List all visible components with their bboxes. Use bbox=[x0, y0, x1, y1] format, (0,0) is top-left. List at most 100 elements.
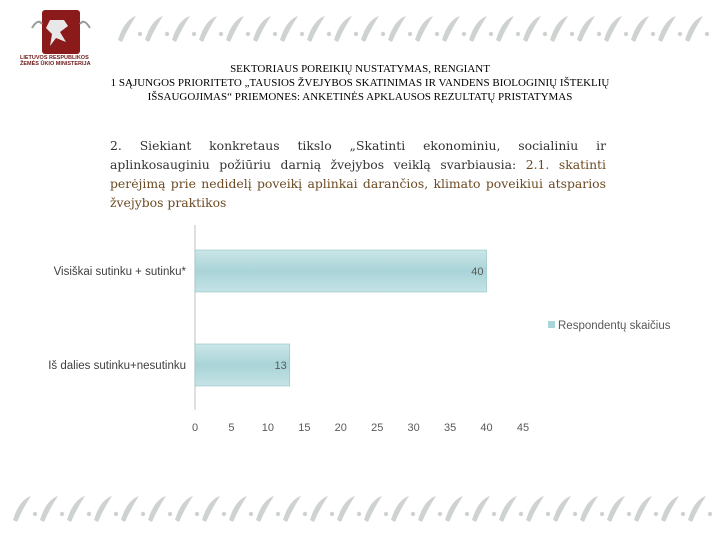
ornament-dot bbox=[704, 31, 710, 37]
ornament-leaf bbox=[661, 496, 679, 522]
ornament-leaf bbox=[523, 16, 541, 42]
ornament-leaf bbox=[40, 496, 58, 522]
ornament-dot bbox=[461, 31, 467, 37]
x-tick-label: 15 bbox=[298, 422, 310, 434]
category-label: Visiškai sutinku + sutinku* bbox=[54, 266, 187, 278]
ornament-dot bbox=[623, 31, 629, 37]
category-label: Iš dalies sutinku+nesutinku bbox=[48, 360, 186, 372]
data-label: 13 bbox=[275, 360, 287, 372]
ornament-leaf bbox=[226, 16, 244, 42]
ornament-dot bbox=[86, 511, 92, 517]
ornament-dot bbox=[599, 511, 605, 517]
ornament-leaf bbox=[631, 16, 649, 42]
ornament-dot bbox=[707, 511, 713, 517]
ornament-dot bbox=[572, 511, 578, 517]
ornament-leaf bbox=[280, 16, 298, 42]
ornament-leaf bbox=[13, 496, 31, 522]
ornament-dot bbox=[329, 511, 335, 517]
x-tick-label: 25 bbox=[371, 422, 383, 434]
ornament-leaf bbox=[553, 496, 571, 522]
header-line2: 1 SĄJUNGOS PRIORITETO „TAUSIOS ŽVEJYBOS … bbox=[110, 77, 610, 89]
logo-line2: ŽEMĖS ŪKIO MINISTERIJA bbox=[20, 61, 91, 67]
ornament-dot bbox=[299, 31, 305, 37]
legend-label: Respondentų skaičius bbox=[558, 320, 671, 332]
ornament-leaf bbox=[688, 496, 706, 522]
ornament-leaf bbox=[469, 16, 487, 42]
ornament-dot bbox=[326, 31, 332, 37]
ornament-leaf bbox=[145, 16, 163, 42]
ornament-dot bbox=[356, 511, 362, 517]
x-tick-label: 0 bbox=[192, 422, 198, 434]
ornament-leaf bbox=[334, 16, 352, 42]
ornament-dot bbox=[680, 511, 686, 517]
x-tick-label: 40 bbox=[480, 422, 492, 434]
ornament-leaf bbox=[445, 496, 463, 522]
ornament-leaf bbox=[526, 496, 544, 522]
ornament-dot bbox=[302, 511, 308, 517]
ornament-dot bbox=[245, 31, 251, 37]
ornament-dot bbox=[434, 31, 440, 37]
ornament-dot bbox=[218, 31, 224, 37]
ornament-dot bbox=[137, 31, 143, 37]
ornament-leaf bbox=[307, 16, 325, 42]
x-tick-label: 10 bbox=[262, 422, 274, 434]
x-tick-label: 20 bbox=[335, 422, 347, 434]
ornament-leaf bbox=[607, 496, 625, 522]
data-label: 40 bbox=[471, 266, 483, 278]
ornament-dot bbox=[383, 511, 389, 517]
logo-line1: LIETUVOS RESPUBLIKOS bbox=[20, 55, 89, 61]
ornament-leaf bbox=[361, 16, 379, 42]
ornament-leaf bbox=[658, 16, 676, 42]
logo-text: LIETUVOS RESPUBLIKOS ŽEMĖS ŪKIO MINISTER… bbox=[20, 55, 104, 67]
ornament-leaf bbox=[202, 496, 220, 522]
ornament-dot bbox=[248, 511, 254, 517]
ornament-dot bbox=[596, 31, 602, 37]
ornament-leaf bbox=[496, 16, 514, 42]
x-tick-label: 35 bbox=[444, 422, 456, 434]
ornament-dot bbox=[140, 511, 146, 517]
ornament-dot bbox=[59, 511, 65, 517]
ornament-dot bbox=[164, 31, 170, 37]
ornament-dot bbox=[194, 511, 200, 517]
bar bbox=[194, 249, 487, 293]
ornament-dot bbox=[191, 31, 197, 37]
ornament-leaf bbox=[472, 496, 490, 522]
x-tick-label: 30 bbox=[408, 422, 420, 434]
decorative-ornament-bottom bbox=[13, 496, 713, 522]
ornament-dot bbox=[650, 31, 656, 37]
ornament-dot bbox=[518, 511, 524, 517]
ornament-leaf bbox=[391, 496, 409, 522]
ornament-dot bbox=[515, 31, 521, 37]
ornament-dot bbox=[410, 511, 416, 517]
ornament-leaf bbox=[499, 496, 517, 522]
ornament-dot bbox=[353, 31, 359, 37]
ornament-leaf bbox=[148, 496, 166, 522]
x-tick-label: 5 bbox=[228, 422, 234, 434]
header-line3: IŠSAUGOJIMAS“ PRIEMONES: ANKETINĖS APKLA… bbox=[147, 91, 573, 103]
ornament-leaf bbox=[442, 16, 460, 42]
ornament-leaf bbox=[364, 496, 382, 522]
ornament-leaf bbox=[199, 16, 217, 42]
x-tick-label: 45 bbox=[517, 422, 529, 434]
question-text: 2. Siekiant konkretaus tikslo „Skatinti … bbox=[110, 136, 606, 212]
question-plain: 2. Siekiant konkretaus tikslo „Skatinti … bbox=[110, 138, 606, 172]
question-highlight: 2.1. skatinti perėjimą prie nedidelį pov… bbox=[110, 157, 607, 210]
ornament-leaf bbox=[310, 496, 328, 522]
ornament-dot bbox=[626, 511, 632, 517]
ministry-logo bbox=[31, 10, 91, 54]
ornament-leaf bbox=[388, 16, 406, 42]
ornament-leaf bbox=[121, 496, 139, 522]
ornament-dot bbox=[380, 31, 386, 37]
ornament-leaf bbox=[685, 16, 703, 42]
ornament-dot bbox=[407, 31, 413, 37]
ornament-leaf bbox=[175, 496, 193, 522]
ornament-dot bbox=[653, 511, 659, 517]
ornament-leaf bbox=[229, 496, 247, 522]
header-line1: SEKTORIAUS POREIKIŲ NUSTATYMAS, RENGIANT bbox=[230, 63, 490, 75]
ornament-dot bbox=[113, 511, 119, 517]
ornament-dot bbox=[437, 511, 443, 517]
ornament-dot bbox=[569, 31, 575, 37]
ornament-dot bbox=[32, 511, 38, 517]
ornament-leaf bbox=[253, 16, 271, 42]
